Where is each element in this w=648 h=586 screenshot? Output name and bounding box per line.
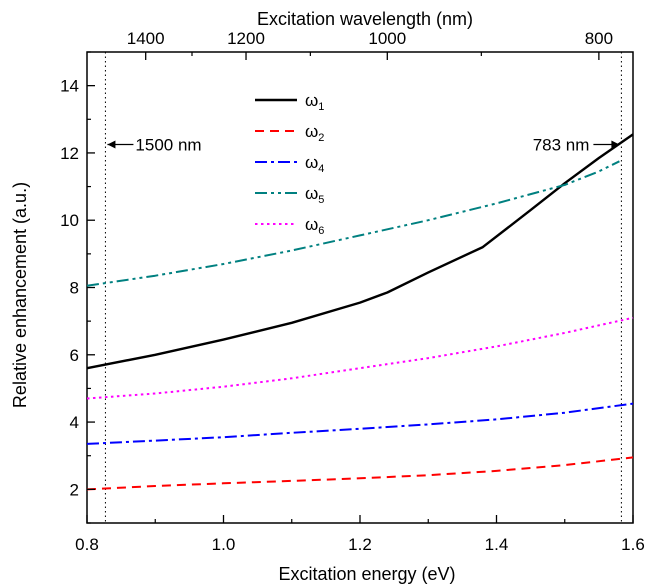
y-axis-ticks: 2 4 6 8 10 12 14 (60, 51, 95, 524)
y-tick-label: 8 (70, 279, 79, 298)
x-tick-label: 1.4 (485, 535, 509, 554)
annotation-arrowhead (611, 140, 620, 149)
x-tick-label: 1.0 (212, 535, 236, 554)
annotation-label: 783 nm (533, 136, 590, 155)
annotation-label: 1500 nm (135, 136, 201, 155)
legend-label-subscript: 1 (318, 101, 324, 113)
plot-area-border (86, 51, 634, 524)
y-tick-label: 10 (60, 211, 79, 230)
series-line-1 (86, 133, 634, 370)
legend-label-subscript: 2 (318, 132, 324, 144)
y-axis-label: Relative enhancement (a.u.) (10, 182, 30, 408)
x-axis-label: Excitation energy (eV) (278, 564, 455, 584)
legend-label-subscript: 4 (318, 163, 324, 175)
plot-frame (86, 51, 634, 524)
y-tick-label: 2 (70, 480, 79, 499)
series-line-2 (86, 456, 634, 491)
x-axis-ticks: 0.8 1.0 1.2 1.4 1.6 (75, 515, 645, 554)
legend-label: ω4 (305, 153, 324, 175)
top-tick-label: 1000 (368, 29, 406, 48)
legend-label: ω5 (305, 184, 324, 206)
y-tick-label: 4 (70, 413, 79, 432)
x-tick-label: 0.8 (75, 535, 99, 554)
series-line-5 (86, 160, 620, 287)
series-line-4 (86, 402, 634, 445)
top-tick-label: 1200 (227, 29, 265, 48)
x-tick-label: 1.6 (621, 535, 645, 554)
y-tick-label: 12 (60, 144, 79, 163)
series-lines (86, 133, 634, 491)
top-axis-ticks: 1400 1200 1000 800 (127, 29, 613, 60)
annotation-arrowhead (107, 140, 116, 149)
x-tick-label: 1.2 (348, 535, 372, 554)
legend-label: ω2 (305, 122, 324, 144)
y-tick-label: 6 (70, 346, 79, 365)
y-tick-label: 14 (60, 77, 79, 96)
top-tick-label: 800 (585, 29, 613, 48)
legend-label-subscript: 5 (318, 194, 324, 206)
legend: ω1 ω2 ω4 ω5 ω6 (255, 91, 324, 237)
reference-lines (104, 52, 622, 523)
legend-label: ω6 (305, 215, 324, 237)
annotations: 1500 nm 783 nm (107, 136, 620, 155)
top-tick-label: 1400 (127, 29, 165, 48)
legend-label: ω1 (305, 91, 324, 113)
series-line-6 (86, 316, 634, 400)
legend-label-subscript: 6 (318, 225, 324, 237)
top-axis-label: Excitation wavelength (nm) (257, 9, 473, 29)
